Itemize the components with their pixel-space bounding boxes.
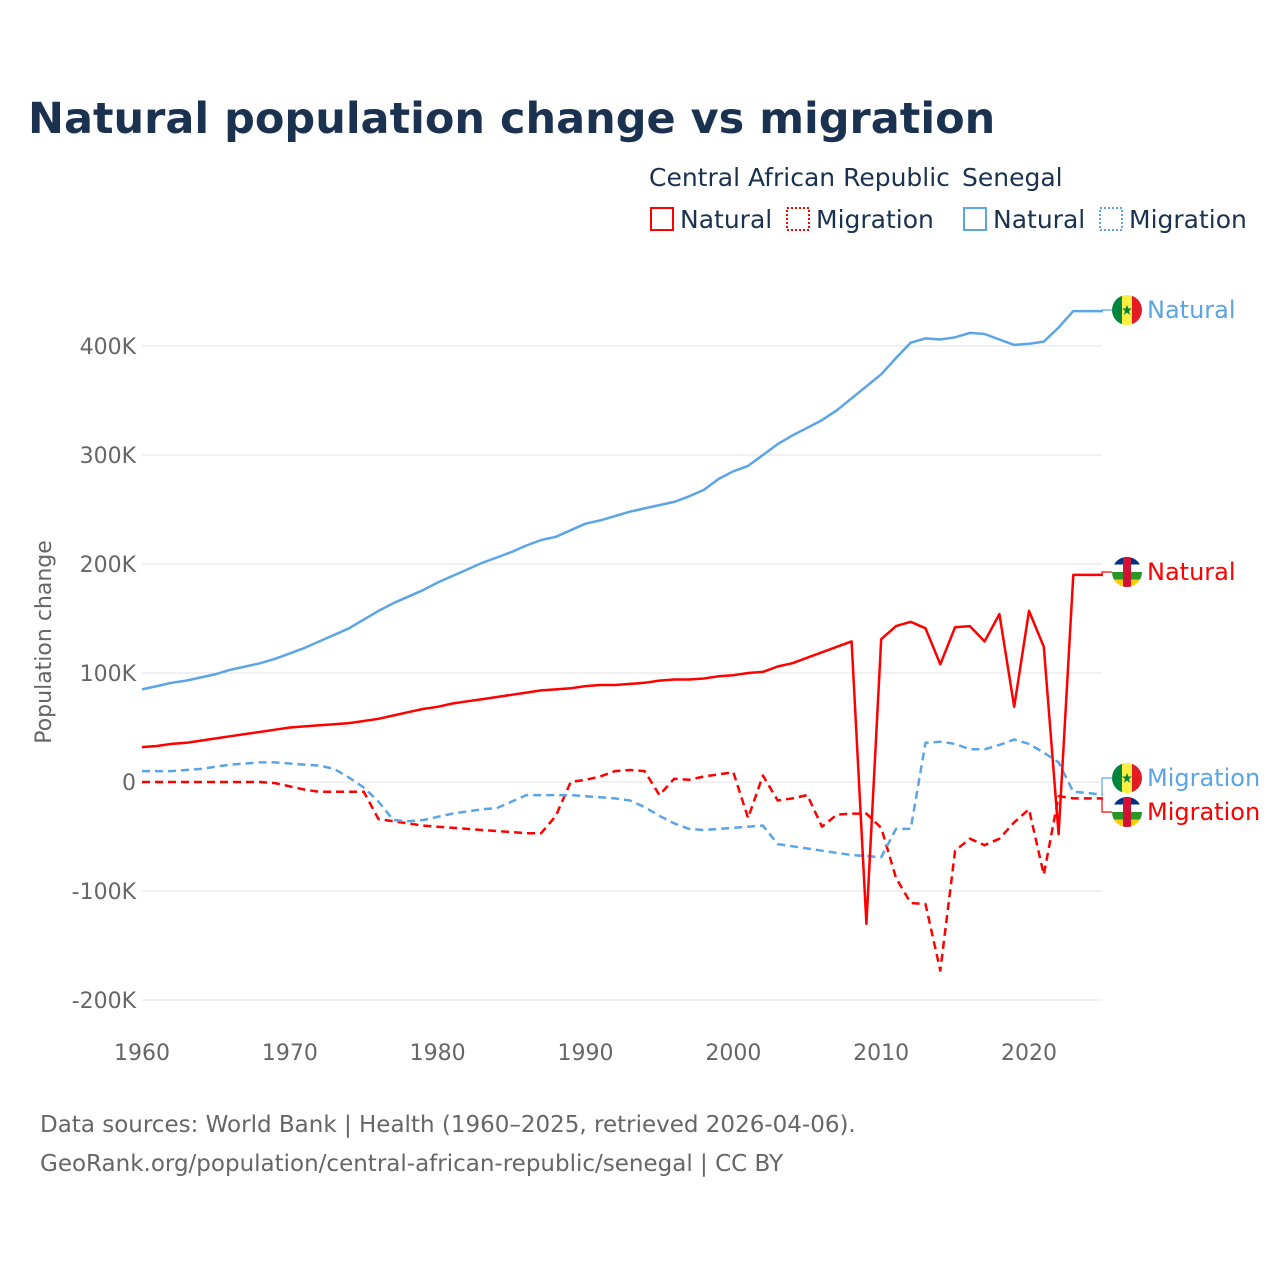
legend-swatch-car-migration (786, 207, 810, 231)
label-connector (1101, 571, 1112, 575)
end-labels: Natural Natural Migration Migration (1101, 295, 1260, 827)
legend-label-senegal-natural[interactable]: Natural (993, 205, 1085, 234)
y-tick-label: 0 (122, 771, 136, 796)
car-flag-icon (1112, 797, 1142, 827)
legend-label-senegal-migration[interactable]: Migration (1129, 205, 1247, 234)
label-connector (1101, 309, 1112, 312)
y-axis: -200K -100K 0 100K 200K 300K 400K (72, 335, 137, 1014)
series-line-central-african-republic-migration[interactable] (142, 768, 1103, 972)
end-label: Natural (1147, 296, 1236, 324)
x-tick-label: 1960 (114, 1041, 170, 1066)
y-axis-label: Population change (32, 540, 57, 744)
legend-swatch-car-natural (650, 207, 674, 231)
senegal-flag-icon (1112, 763, 1142, 793)
series-line-senegal-natural[interactable] (141, 309, 1103, 691)
y-tick-label: -100K (72, 880, 137, 905)
x-tick-label: 2000 (705, 1041, 761, 1066)
y-tick-label: -200K (72, 989, 137, 1014)
legend-group-car: Central African Republic (649, 163, 950, 192)
series-line-senegal-migration[interactable] (142, 738, 1104, 859)
y-tick-label: 100K (80, 662, 137, 687)
x-tick-label: 2020 (1001, 1041, 1057, 1066)
car-flag-icon (1112, 557, 1142, 587)
legend-swatch-senegal-natural (963, 207, 987, 231)
y-tick-label: 200K (80, 553, 137, 578)
end-label: Migration (1147, 798, 1260, 826)
source-line-2[interactable]: GeoRank.org/population/central-african-r… (40, 1151, 784, 1177)
source-line-1: Data sources: World Bank | Health (1960–… (40, 1112, 856, 1138)
legend-label-car-migration[interactable]: Migration (816, 205, 934, 234)
x-axis: 1960 1970 1980 1990 2000 2010 2020 (114, 1041, 1057, 1066)
y-tick-label: 300K (80, 444, 137, 469)
label-connector (1101, 777, 1112, 796)
legend-label-car-natural[interactable]: Natural (680, 205, 772, 234)
y-tick-label: 400K (80, 335, 137, 360)
senegal-flag-icon (1112, 295, 1142, 325)
end-label: Natural (1147, 558, 1236, 586)
series-line-central-african-republic-natural[interactable] (141, 573, 1103, 925)
legend-group-senegal: Senegal (962, 163, 1063, 192)
end-label: Migration (1147, 764, 1260, 792)
chart-title: Natural population change vs migration (28, 94, 995, 144)
legend-swatch-senegal-migration (1099, 207, 1123, 231)
x-tick-label: 1970 (262, 1041, 318, 1066)
gridlines (142, 345, 1102, 1001)
label-connector (1101, 798, 1112, 813)
x-tick-label: 2010 (853, 1041, 909, 1066)
x-tick-label: 1980 (410, 1041, 466, 1066)
x-tick-label: 1990 (558, 1041, 614, 1066)
series-lines (141, 309, 1104, 972)
legend: Central African Republic Senegal Natural… (649, 163, 1247, 234)
